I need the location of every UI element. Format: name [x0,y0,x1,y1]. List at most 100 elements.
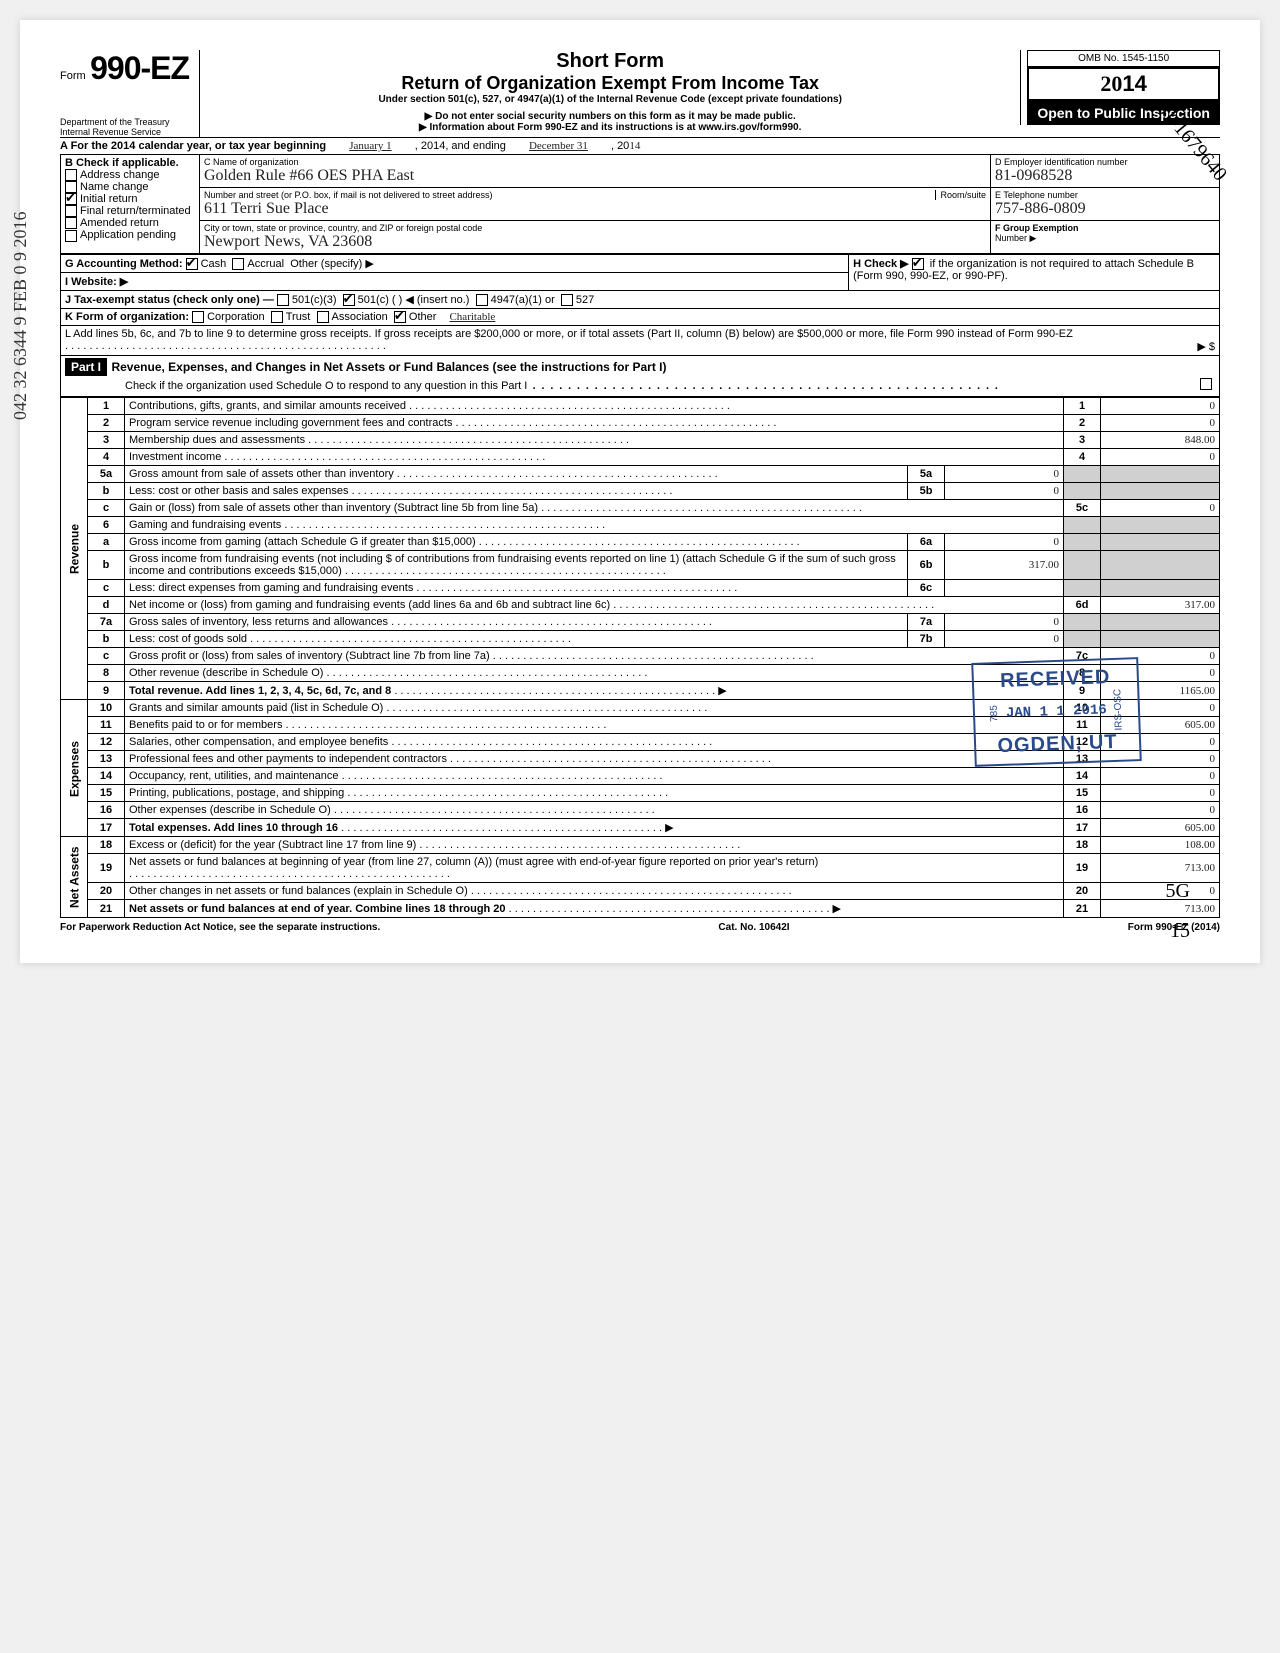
ein-value[interactable]: 81-0968528 [995,167,1215,185]
line-text: Gross amount from sale of assets other t… [125,466,908,483]
right-num: 2 [1064,415,1101,432]
right-amount[interactable]: 0 [1101,500,1220,517]
title-sub: Under section 501(c), 527, or 4947(a)(1)… [210,94,1010,105]
mid-amount[interactable] [945,580,1064,597]
stamp-city: OGDEN, UT [990,730,1126,758]
shaded-cell [1064,580,1101,597]
cb-assoc[interactable] [317,311,329,323]
line-row: 14Occupancy, rent, utilities, and mainte… [61,768,1220,785]
mid-amount[interactable]: 0 [945,534,1064,551]
cb-address[interactable] [65,169,77,181]
shaded-cell [1101,614,1220,631]
line-text: Less: direct expenses from gaming and fu… [125,580,908,597]
cb-initial[interactable] [65,193,77,205]
cb-other[interactable] [394,311,406,323]
line-number: 5a [88,466,125,483]
cb-address-label: Address change [80,169,160,181]
right-amount[interactable]: 0 [1101,398,1220,415]
cb-part1-schO[interactable] [1200,378,1212,390]
right-amount[interactable]: 0 [1101,802,1220,819]
cb-corp[interactable] [192,311,204,323]
other-value[interactable]: Charitable [439,311,505,323]
cb-accrual[interactable] [232,258,244,270]
right-num: 15 [1064,785,1101,802]
line-row: bLess: cost or other basis and sales exp… [61,483,1220,500]
period-begin[interactable]: January 1 [329,140,411,152]
cb-trust[interactable] [271,311,283,323]
form-number: 990-EZ [90,50,189,86]
period-endyear[interactable]: 14 [629,140,640,152]
line-text: Other changes in net assets or fund bala… [125,883,1064,900]
line-number: 18 [88,837,125,854]
mid-amount[interactable]: 0 [945,483,1064,500]
year-prefix: 20 [1100,71,1122,96]
cb-pending-label: Application pending [80,229,176,241]
line-text: Grants and similar amounts paid (list in… [125,700,1064,717]
title-main: Return of Organization Exempt From Incom… [210,73,1010,94]
cb-cash[interactable] [186,258,198,270]
cb-501c[interactable] [343,294,355,306]
line-text: Less: cost of goods sold [125,631,908,648]
dln-sideways: 042 32 6344 9 FEB 0 9 2016 [10,211,31,420]
form-prefix: Form [60,70,86,82]
shaded-cell [1064,631,1101,648]
line-text: Net assets or fund balances at beginning… [125,854,1064,883]
cb-amended[interactable] [65,217,77,229]
right-amount[interactable]: 317.00 [1101,597,1220,614]
shaded-cell [1064,551,1101,580]
line-number: 9 [88,682,125,700]
mid-amount[interactable]: 0 [945,466,1064,483]
right-num: 6d [1064,597,1101,614]
right-amount[interactable]: 0 [1101,883,1220,900]
right-num: 3 [1064,432,1101,449]
cb-4947[interactable] [476,294,488,306]
right-amount[interactable]: 848.00 [1101,432,1220,449]
website-label: I Website: ▶ [65,276,128,288]
line-number: c [88,580,125,597]
boxF-label: F Group Exemption [995,223,1079,233]
line-text: Net income or (loss) from gaming and fun… [125,597,1064,614]
right-amount[interactable]: 0 [1101,785,1220,802]
right-num: 14 [1064,768,1101,785]
org-name[interactable]: Golden Rule #66 OES PHA East [204,167,986,185]
line-text: Contributions, gifts, grants, and simila… [125,398,1064,415]
right-amount[interactable]: 0 [1101,449,1220,466]
shaded-cell [1101,580,1220,597]
lineL-arrow: ▶ $ [1197,340,1215,353]
cb-501c3[interactable] [277,294,289,306]
cb-pending[interactable] [65,230,77,242]
period-end[interactable]: December 31 [509,140,608,152]
right-num: 20 [1064,883,1101,900]
mid-amount[interactable]: 0 [945,614,1064,631]
line-text: Net assets or fund balances at end of ye… [125,900,1064,918]
line-number: 11 [88,717,125,734]
line-row: 21Net assets or fund balances at end of … [61,900,1220,918]
line-text: Gain or (loss) from sale of assets other… [125,500,1064,517]
501c3-label: 501(c)(3) [292,294,337,306]
right-amount[interactable]: 0 [1101,768,1220,785]
boxC-label: C Name of organization [204,157,986,167]
line-number: 7a [88,614,125,631]
cb-final[interactable] [65,205,77,217]
right-amount[interactable]: 713.00 [1101,900,1220,918]
line-row: dNet income or (loss) from gaming and fu… [61,597,1220,614]
org-city[interactable]: Newport News, VA 23608 [204,233,986,251]
phone-value[interactable]: 757-886-0809 [995,200,1215,218]
right-num: 5c [1064,500,1101,517]
line-text: Gross income from fundraising events (no… [125,551,908,580]
line-row: cLess: direct expenses from gaming and f… [61,580,1220,597]
right-amount[interactable]: 108.00 [1101,837,1220,854]
mid-amount[interactable]: 0 [945,631,1064,648]
line-number: 21 [88,900,125,918]
shaded-cell [1064,466,1101,483]
mid-amount[interactable]: 317.00 [945,551,1064,580]
org-address[interactable]: 611 Terri Sue Place [204,200,986,218]
mid-num: 6c [908,580,945,597]
line-text: Membership dues and assessments [125,432,1064,449]
right-amount[interactable]: 0 [1101,415,1220,432]
right-amount[interactable]: 605.00 [1101,819,1220,837]
cb-527[interactable] [561,294,573,306]
right-amount[interactable]: 713.00 [1101,854,1220,883]
cb-scheduleB[interactable] [912,258,924,270]
title-short: Short Form [210,50,1010,73]
